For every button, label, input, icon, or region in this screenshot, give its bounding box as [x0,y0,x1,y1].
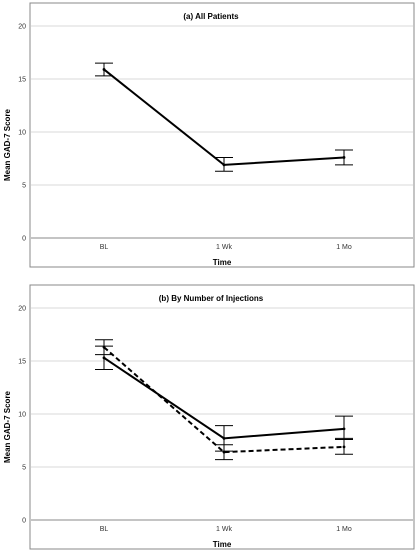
panel-by-injections: (b) By Number of Injections Mean GAD-7 S… [3,284,415,550]
y-tick-label: 0 [22,236,26,243]
x-tick-label: BL [100,244,109,251]
error-bar [95,339,113,356]
data-point [222,450,226,454]
x-tick-label: BL [100,526,109,533]
y-tick-label: 20 [18,24,26,31]
x-tick-label: 1 Wk [216,526,232,533]
series-line [103,68,345,166]
y-tick-label: 15 [18,77,26,84]
error-bar [215,444,233,461]
data-point [102,68,106,71]
y-tick-label: 0 [22,518,26,525]
x-tick-label: 1 Mo [336,526,352,533]
series-solid [95,62,353,172]
panel-b-title: (b) By Number of Injections [159,294,264,303]
x-tick-label: 1 Mo [336,244,352,251]
data-point [222,163,226,167]
error-bar [95,62,113,77]
data-point [102,345,106,349]
data-point [342,427,346,431]
y-tick-label: 10 [18,412,26,419]
error-bar [335,415,353,440]
error-bar [335,437,353,455]
panel-a-title: (a) All Patients [183,12,239,21]
y-tick-label: 20 [18,306,26,313]
y-tick-label: 15 [18,359,26,366]
y-tick-label: 5 [22,183,26,190]
panel-a-y-axis-label: Mean GAD-7 Score [3,108,12,181]
panel-b-x-axis-label: Time [213,540,232,549]
panel-all-patients: (a) All Patients Mean GAD-7 Score Time 0… [3,2,415,268]
panel-b-frame [29,284,415,550]
data-point [342,156,346,159]
y-tick-label: 10 [18,130,26,137]
series-solid [95,345,353,452]
panel-b-y-axis-label: Mean GAD-7 Score [3,390,12,463]
y-tick-label: 5 [22,465,26,472]
series-dashed [95,339,353,461]
error-bar [215,156,233,172]
panel-a-frame [29,2,415,268]
data-point [342,445,346,449]
data-point [222,436,226,440]
error-bar [335,149,353,166]
data-point [102,356,106,360]
panel-a-x-axis-label: Time [213,258,232,267]
x-tick-label: 1 Wk [216,244,232,251]
